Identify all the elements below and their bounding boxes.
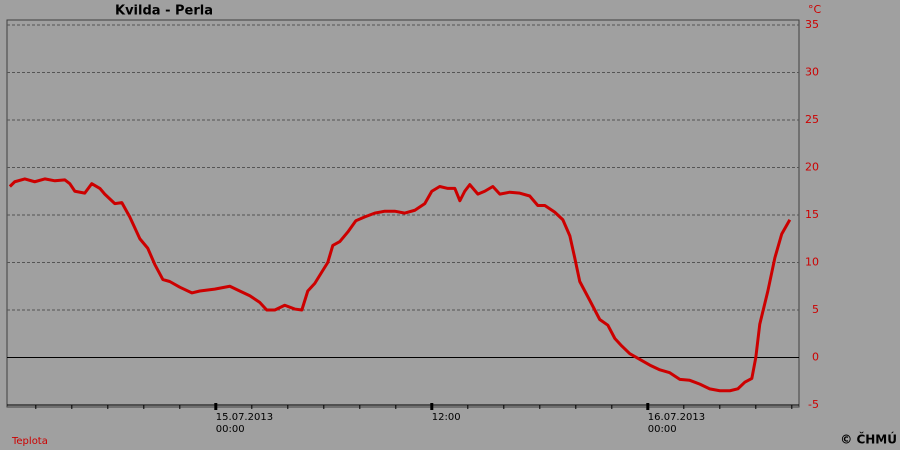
x-tick-label: 00:00 (648, 424, 677, 435)
y-tick-label: 25 (805, 113, 819, 126)
series-name: Teplota (11, 436, 48, 447)
chart-title: Kvilda - Perla (115, 4, 213, 19)
y-tick-label: 0 (812, 351, 819, 364)
copyright: © ČHMÚ (840, 432, 897, 447)
plot-frame (6, 19, 800, 408)
x-tick-label: 00:00 (216, 424, 245, 435)
series-line (8, 177, 792, 393)
y-tick-label: 10 (805, 256, 819, 269)
y-tick-label: 20 (805, 161, 819, 174)
x-tick-label: 12:00 (432, 412, 461, 423)
y-unit: °C (808, 3, 822, 16)
x-tick-label: 15.07.2013 (216, 412, 273, 423)
y-tick-label: 35 (805, 18, 819, 31)
y-tick-label: 5 (812, 303, 819, 316)
x-tick-label: 16.07.2013 (648, 412, 705, 423)
y-tick-label: 15 (805, 208, 819, 221)
y-tick-label: 30 (805, 66, 819, 79)
y-tick-label: -5 (808, 398, 819, 411)
